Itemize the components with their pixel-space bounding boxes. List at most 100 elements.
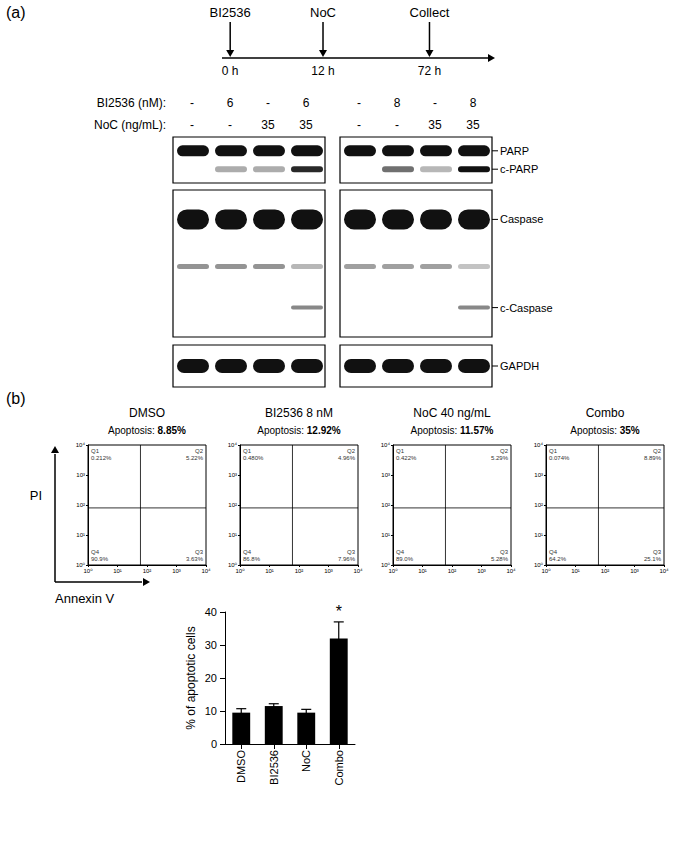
- svg-text:12 h: 12 h: [311, 64, 334, 78]
- svg-text:10⁴: 10⁴: [506, 568, 516, 574]
- svg-text:Q1: Q1: [91, 448, 100, 454]
- svg-text:-: -: [395, 118, 399, 132]
- svg-text:10¹: 10¹: [228, 532, 237, 538]
- svg-text:10¹: 10¹: [418, 568, 427, 574]
- svg-text:0.212%: 0.212%: [91, 455, 112, 461]
- svg-text:GAPDH: GAPDH: [500, 360, 539, 372]
- svg-text:Q1: Q1: [396, 448, 405, 454]
- svg-text:35%: 35%: [620, 425, 640, 436]
- svg-text:0.480%: 0.480%: [243, 455, 264, 461]
- svg-text:10³: 10³: [477, 568, 486, 574]
- svg-text:10³: 10³: [630, 568, 639, 574]
- svg-text:40: 40: [205, 606, 217, 618]
- svg-text:10⁴: 10⁴: [201, 568, 211, 574]
- svg-text:10²: 10²: [143, 568, 152, 574]
- svg-text:PI: PI: [30, 488, 42, 503]
- svg-text:0.422%: 0.422%: [396, 455, 417, 461]
- svg-text:8.85%: 8.85%: [158, 425, 186, 436]
- svg-text:-: -: [433, 96, 437, 110]
- svg-text:NoC 40 ng/mL: NoC 40 ng/mL: [413, 406, 491, 420]
- svg-text:10¹: 10¹: [534, 532, 543, 538]
- svg-text:10³: 10³: [324, 568, 333, 574]
- svg-text:10²: 10²: [534, 502, 543, 508]
- svg-text:Q3: Q3: [195, 549, 204, 555]
- svg-text:35: 35: [299, 118, 313, 132]
- svg-text:% of apoptotic cells: % of apoptotic cells: [184, 626, 198, 729]
- svg-text:20: 20: [205, 672, 217, 684]
- svg-text:8.89%: 8.89%: [644, 455, 662, 461]
- svg-text:8: 8: [470, 96, 477, 110]
- svg-text:Caspase: Caspase: [500, 213, 543, 225]
- svg-text:10⁴: 10⁴: [76, 442, 86, 448]
- svg-text:0.074%: 0.074%: [549, 455, 570, 461]
- svg-text:DMSO: DMSO: [129, 406, 165, 420]
- svg-text:Q2: Q2: [347, 448, 356, 454]
- svg-text:-: -: [266, 96, 270, 110]
- svg-text:Collect: Collect: [410, 5, 450, 20]
- svg-text:10³: 10³: [172, 568, 181, 574]
- svg-text:c-PARP: c-PARP: [500, 163, 538, 175]
- svg-text:10¹: 10¹: [265, 568, 274, 574]
- svg-text:-: -: [190, 118, 194, 132]
- svg-text:Q1: Q1: [549, 448, 558, 454]
- svg-text:BI2536: BI2536: [210, 5, 251, 20]
- svg-text:10⁴: 10⁴: [659, 568, 669, 574]
- svg-text:10⁰: 10⁰: [235, 568, 245, 574]
- svg-text:Q4: Q4: [396, 549, 405, 555]
- svg-text:10¹: 10¹: [571, 568, 580, 574]
- svg-text:Apoptosis:: Apoptosis:: [257, 425, 306, 436]
- svg-text:11.57%: 11.57%: [460, 425, 493, 436]
- svg-text:NoC (ng/mL):: NoC (ng/mL):: [94, 118, 166, 132]
- svg-text:-: -: [357, 96, 361, 110]
- svg-text:BI2536: BI2536: [268, 750, 280, 785]
- svg-text:10²: 10²: [228, 502, 237, 508]
- svg-text:Q3: Q3: [347, 549, 356, 555]
- svg-text:-: -: [228, 118, 232, 132]
- svg-text:12.92%: 12.92%: [307, 425, 341, 436]
- svg-text:BI2536 8 nM: BI2536 8 nM: [265, 406, 333, 420]
- svg-text:Q3: Q3: [500, 549, 509, 555]
- svg-text:86.8%: 86.8%: [243, 556, 261, 562]
- svg-text:10³: 10³: [534, 472, 543, 478]
- svg-text:Annexin V: Annexin V: [55, 591, 115, 606]
- svg-text:10³: 10³: [228, 472, 237, 478]
- svg-text:10⁴: 10⁴: [228, 442, 238, 448]
- svg-text:3.63%: 3.63%: [186, 556, 204, 562]
- svg-text:10³: 10³: [381, 472, 390, 478]
- svg-text:5.29%: 5.29%: [491, 455, 509, 461]
- svg-text:Q2: Q2: [500, 448, 509, 454]
- svg-text:7.96%: 7.96%: [338, 556, 356, 562]
- svg-text:89.0%: 89.0%: [396, 556, 414, 562]
- svg-text:35: 35: [428, 118, 442, 132]
- svg-text:10²: 10²: [76, 502, 85, 508]
- svg-text:NoC: NoC: [310, 5, 336, 20]
- svg-text:10: 10: [205, 705, 217, 717]
- svg-text:Apoptosis:: Apoptosis:: [108, 425, 157, 436]
- svg-text:*: *: [336, 603, 342, 620]
- svg-text:Apoptosis:: Apoptosis:: [411, 425, 460, 436]
- svg-text:DMSO: DMSO: [235, 750, 247, 783]
- svg-text:NoC: NoC: [300, 750, 312, 772]
- svg-text:Apoptosis:: Apoptosis:: [570, 425, 619, 436]
- svg-text:5.28%: 5.28%: [491, 556, 509, 562]
- svg-text:4.96%: 4.96%: [338, 455, 356, 461]
- svg-text:8: 8: [394, 96, 401, 110]
- svg-text:Q4: Q4: [91, 549, 100, 555]
- svg-text:0: 0: [211, 738, 217, 750]
- svg-text:Q3: Q3: [653, 549, 662, 555]
- svg-text:Q4: Q4: [549, 549, 558, 555]
- svg-text:64.2%: 64.2%: [549, 556, 567, 562]
- svg-text:Combo: Combo: [586, 406, 625, 420]
- svg-text:Q2: Q2: [195, 448, 204, 454]
- svg-text:72 h: 72 h: [418, 64, 441, 78]
- svg-text:c-Caspase: c-Caspase: [500, 302, 553, 314]
- svg-text:10³: 10³: [76, 472, 85, 478]
- svg-text:BI2536 (nM):: BI2536 (nM):: [97, 96, 166, 110]
- svg-text:10¹: 10¹: [381, 532, 390, 538]
- svg-text:Q4: Q4: [243, 549, 252, 555]
- svg-text:10⁴: 10⁴: [353, 568, 363, 574]
- svg-text:90.9%: 90.9%: [91, 556, 109, 562]
- svg-text:35: 35: [466, 118, 480, 132]
- svg-text:10¹: 10¹: [113, 568, 122, 574]
- svg-text:6: 6: [303, 96, 310, 110]
